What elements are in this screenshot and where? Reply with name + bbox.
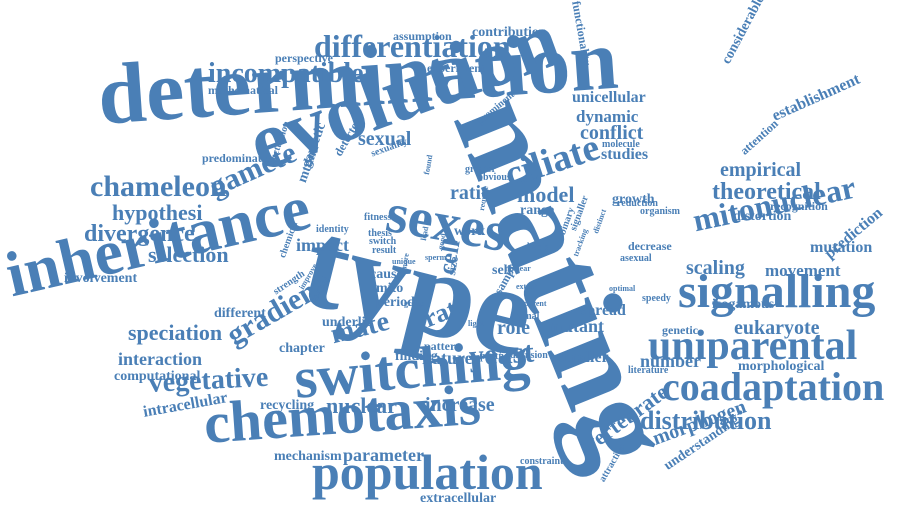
cloud-word-movement: movement bbox=[765, 261, 841, 280]
cloud-word-pattern: pattern bbox=[424, 339, 462, 353]
cloud-word-unique: unique bbox=[392, 257, 416, 266]
cloud-word-increase: increase bbox=[425, 394, 495, 416]
cloud-word-fitness: fitness bbox=[364, 212, 392, 223]
cloud-word-diffusion: diffusion bbox=[510, 350, 548, 361]
cloud-word-differentiation: differentiation bbox=[314, 28, 511, 64]
cloud-word-speedy: speedy bbox=[642, 293, 671, 304]
cloud-word-dynamic: dynamic bbox=[576, 107, 639, 126]
cloud-word-isogamous: isogamous bbox=[712, 297, 775, 312]
cloud-word-divergence: divergence bbox=[84, 221, 195, 247]
cloud-word-thesis: thesis bbox=[368, 228, 392, 239]
cloud-word-greater: greater bbox=[465, 164, 496, 175]
cloud-word-cause: cause bbox=[370, 267, 403, 282]
cloud-word-role: role bbox=[497, 317, 530, 339]
cloud-word-organism: organism bbox=[640, 206, 680, 217]
cloud-word-asexual: asexual bbox=[620, 253, 652, 264]
cloud-word-model: model bbox=[517, 182, 575, 207]
cloud-word-uniparental: uniparental bbox=[648, 323, 858, 369]
cloud-word-chapter: chapter bbox=[279, 341, 325, 356]
cloud-word-interaction: interaction bbox=[118, 349, 202, 369]
cloud-word-mathematical: mathematical bbox=[208, 83, 278, 97]
cloud-word-experiment: experiment bbox=[427, 61, 485, 75]
cloud-word-theoretical: theoretical bbox=[712, 179, 821, 205]
cloud-word-range: range bbox=[520, 203, 555, 218]
cloud-word-involvement: involvement bbox=[64, 271, 138, 286]
cloud-word-size: size bbox=[444, 255, 462, 277]
cloud-word-predominate: predominate bbox=[202, 151, 268, 165]
cloud-word-morphological: morphological bbox=[738, 359, 825, 374]
cloud-word-considerable: considerable bbox=[719, 0, 768, 67]
cloud-word-establishment: establishment bbox=[769, 70, 863, 125]
cloud-word-molecule: molecule bbox=[602, 139, 640, 150]
cloud-word-found: found bbox=[422, 154, 435, 176]
cloud-word-signalling: signalling bbox=[678, 265, 876, 318]
cloud-word-genetic: genetic bbox=[662, 323, 698, 337]
cloud-word-chameleon: chameleon bbox=[90, 170, 227, 203]
cloud-word-sexual: sexual bbox=[358, 128, 412, 150]
cloud-word-partner: partner bbox=[480, 351, 513, 362]
cloud-word-number: number bbox=[640, 351, 702, 371]
cloud-word-empirical: empirical bbox=[720, 159, 802, 181]
cloud-word-extracellular: extracellular bbox=[420, 491, 497, 506]
cloud-word-period: period bbox=[376, 295, 415, 310]
cloud-word-smaller: smaller bbox=[558, 349, 609, 366]
cloud-word-conflict: conflict bbox=[580, 122, 644, 144]
cloud-word-eukaryote: eukaryote bbox=[734, 317, 820, 339]
cloud-word-finding: finding bbox=[395, 349, 438, 364]
cloud-word-hypothesi: hypothesi bbox=[112, 200, 203, 225]
cloud-word-decrease: decrease bbox=[628, 239, 672, 253]
cloud-word-nuclear: nuclear bbox=[505, 264, 531, 273]
cloud-word-incompatible: incompatible bbox=[208, 58, 364, 89]
cloud-word-selection: selection bbox=[148, 242, 229, 267]
cloud-word-sperm: sperm bbox=[425, 253, 447, 262]
cloud-word-speciation: speciation bbox=[128, 320, 223, 345]
cloud-word-mechanism: mechanism bbox=[274, 449, 342, 464]
cloud-word-literature: literature bbox=[628, 365, 669, 376]
cloud-word-different: different bbox=[214, 306, 266, 321]
cloud-word-constraint: constraint bbox=[520, 456, 564, 467]
cloud-word-mutation: mutation bbox=[810, 239, 873, 256]
cloud-word-work: work bbox=[454, 224, 486, 239]
cloud-word-light: light bbox=[468, 319, 484, 328]
cloud-word-perspective: perspective bbox=[275, 51, 333, 65]
cloud-word-recycling: recycling bbox=[260, 398, 315, 413]
cloud-word-extent: extent bbox=[516, 282, 537, 291]
cloud-word-population: population bbox=[312, 444, 543, 500]
cloud-word-impact: impact bbox=[296, 235, 349, 255]
cloud-word-mito: mito bbox=[376, 281, 404, 296]
cloud-word-contribution: contribution bbox=[472, 25, 547, 40]
cloud-word-identity: identity bbox=[316, 224, 349, 235]
cloud-word-mutant: mutant bbox=[548, 316, 605, 336]
cloud-word-ratio: ratio bbox=[450, 182, 492, 204]
cloud-word-recognition: recognition bbox=[770, 199, 828, 213]
cloud-word-computational: computational bbox=[114, 369, 201, 384]
cloud-word-parent: parent bbox=[524, 299, 547, 308]
cloud-word-growth: growth bbox=[612, 192, 655, 207]
cloud-word-studies: studies bbox=[601, 146, 649, 163]
cloud-word-self: self bbox=[492, 263, 513, 278]
cloud-word-underlie: underlie bbox=[322, 315, 372, 330]
cloud-word-obvious: obvious bbox=[478, 172, 511, 183]
cloud-word-distribution: distribution bbox=[640, 406, 772, 435]
cloud-word-assumption: assumption bbox=[393, 29, 452, 43]
cloud-word-distortion: distortion bbox=[733, 209, 792, 224]
cloud-word-attention: attention bbox=[737, 116, 781, 158]
cloud-word-nuclear: nuclear bbox=[326, 393, 397, 418]
cloud-word-reduction: reduction bbox=[617, 198, 658, 209]
cloud-word-group: group bbox=[404, 299, 425, 308]
cloud-word-unicellular: unicellular bbox=[572, 89, 646, 106]
cloud-word-coadaptation: coadaptation bbox=[662, 364, 885, 409]
cloud-word-result: result bbox=[372, 245, 397, 256]
cloud-word-parameter: parameter bbox=[343, 445, 424, 465]
cloud-word-basis: basis bbox=[527, 242, 549, 253]
cloud-word-animal: animal bbox=[510, 311, 540, 322]
cloud-word-spread: spread bbox=[580, 302, 626, 319]
cloud-word-nature: nature bbox=[422, 348, 473, 368]
cloud-word-optimal: optimal bbox=[609, 284, 636, 293]
cloud-word-scaling: scaling bbox=[686, 257, 745, 279]
cloud-word-switch: switch bbox=[369, 236, 397, 247]
